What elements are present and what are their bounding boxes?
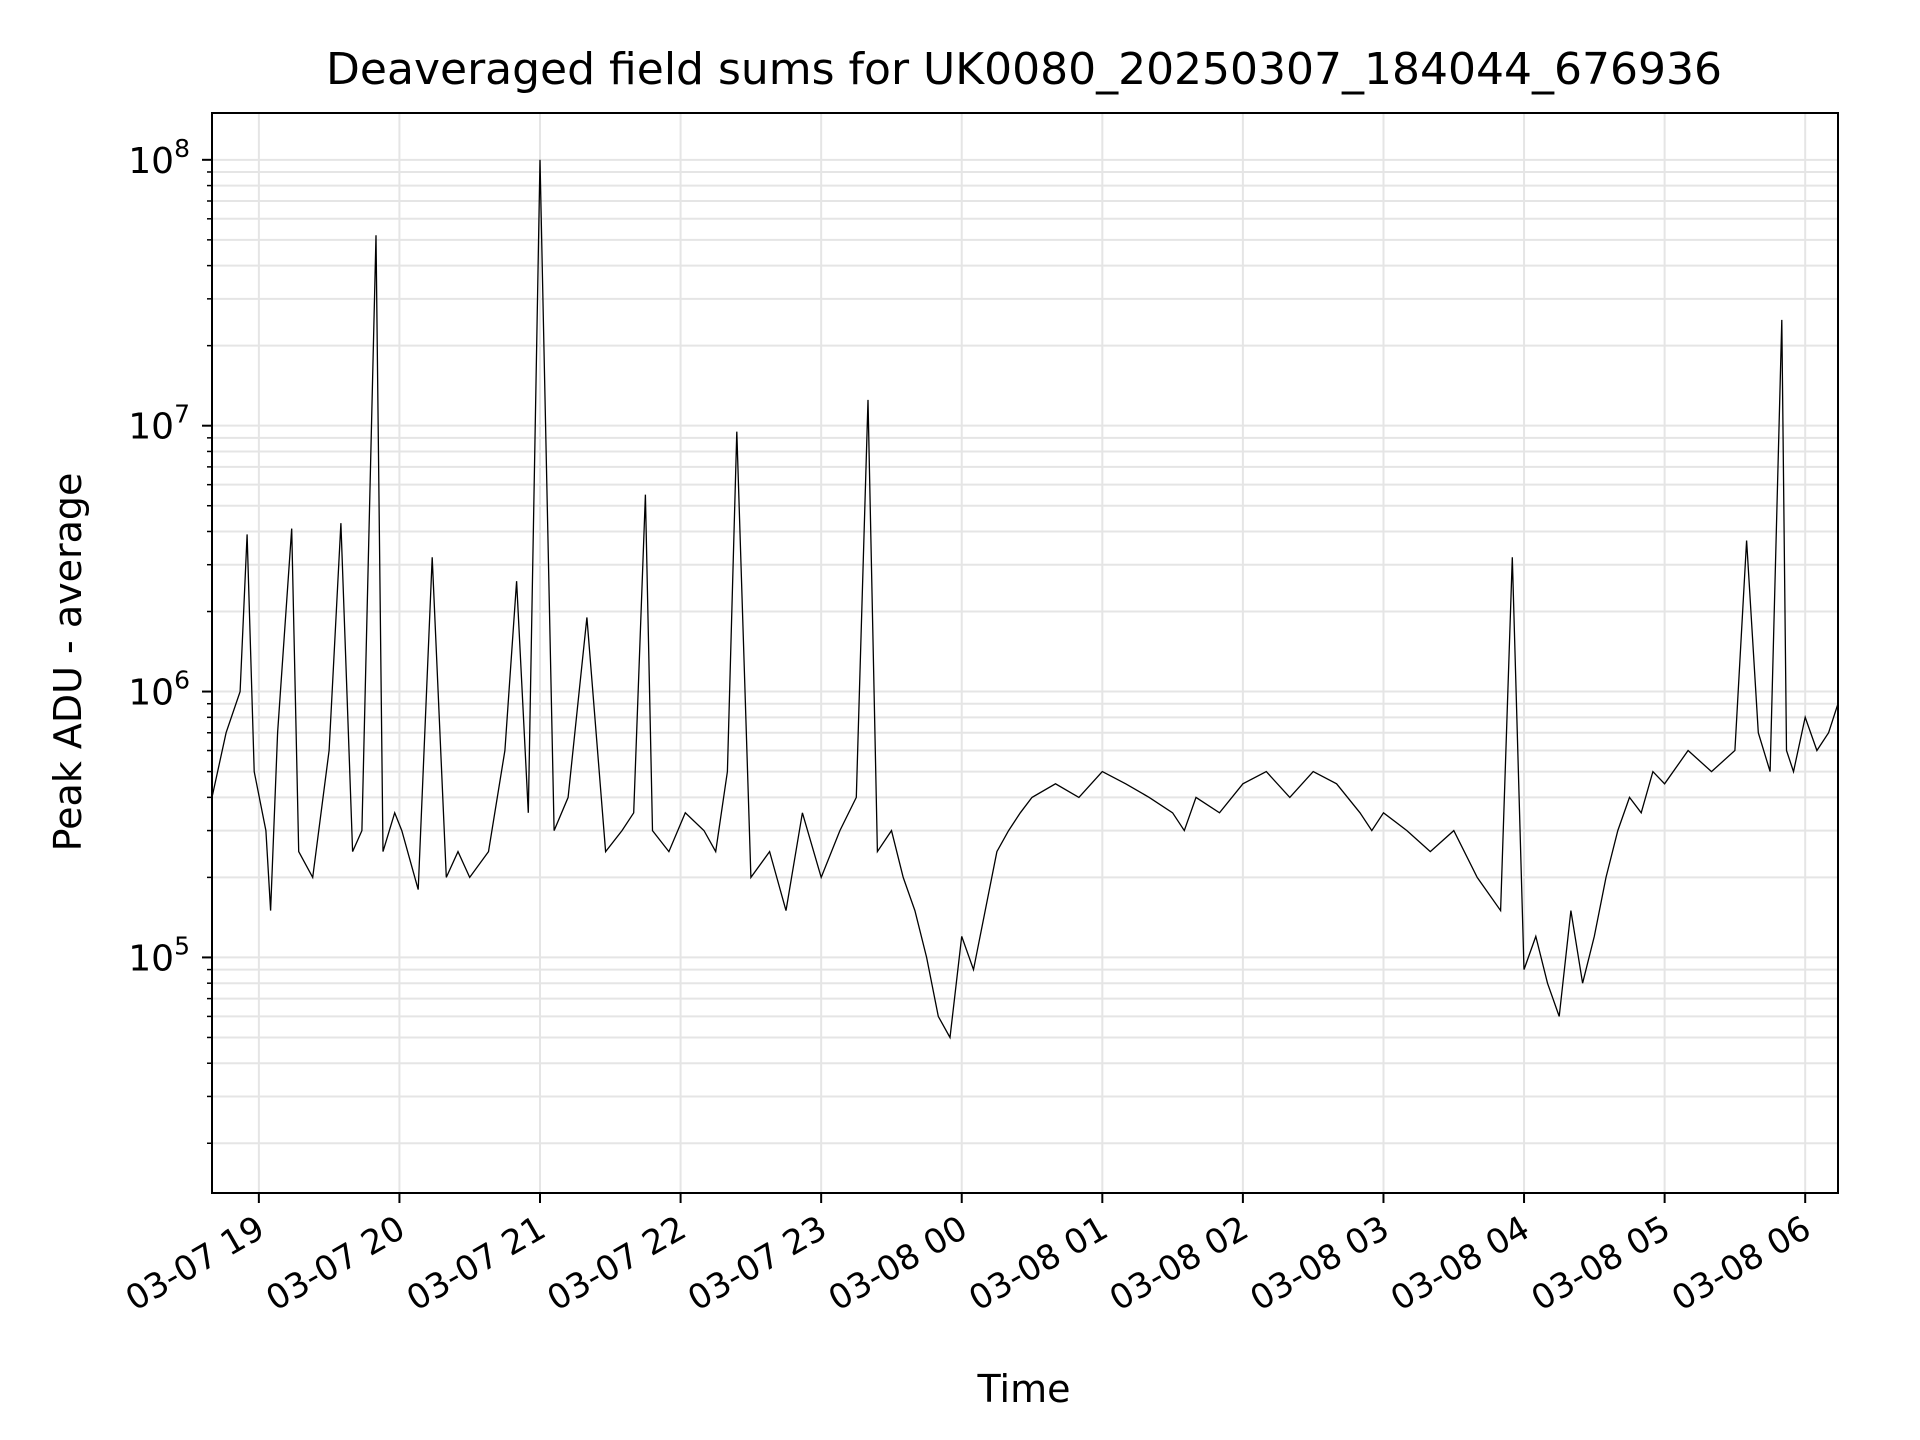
plot-frame [211, 112, 1839, 1194]
chart-title: Deaveraged field sums for UK0080_2025030… [326, 44, 1722, 95]
gridlines [212, 113, 1838, 1193]
y-tick-label: 106 [128, 666, 190, 714]
series-line [211, 159, 1839, 1040]
y-tick-label: 108 [128, 134, 190, 182]
y-axis-ticks: 105 106 107 108 [128, 134, 212, 1145]
y-tick-label: 107 [128, 400, 190, 448]
series-layer [211, 159, 1839, 1040]
y-axis-label: Peak ADU - average [46, 473, 90, 852]
y-tick-label: 105 [128, 931, 190, 979]
x-axis-label: Time [977, 1367, 1071, 1411]
